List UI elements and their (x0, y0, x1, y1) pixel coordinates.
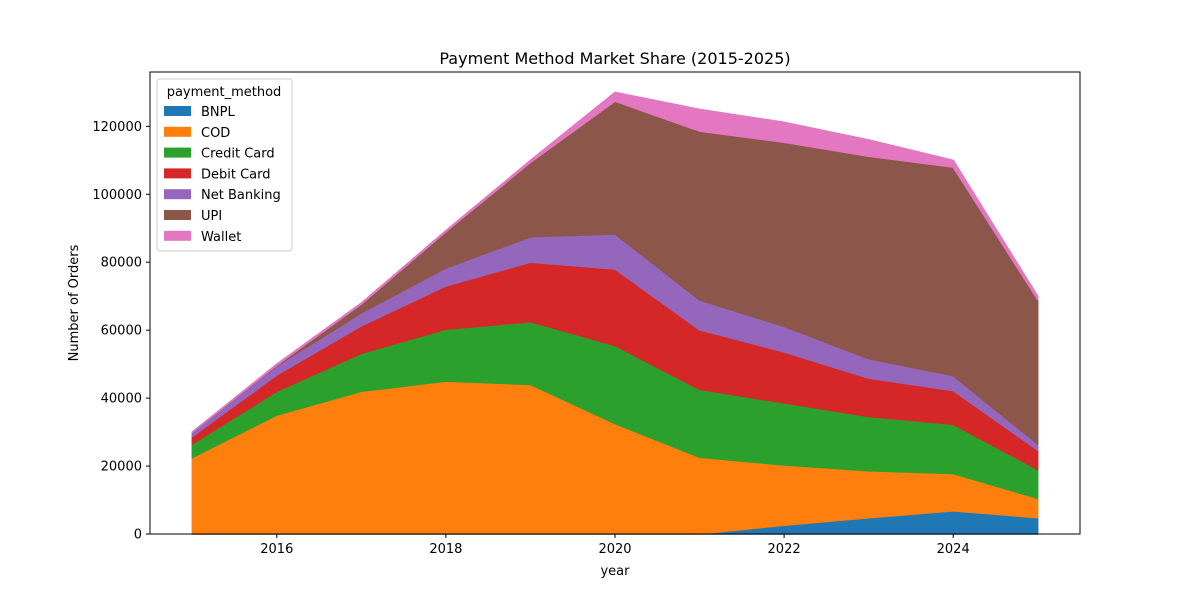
legend-items: BNPL COD Credit Card Debit Card Net Banking U… (164, 105, 281, 245)
legend-swatch-wallet (164, 230, 191, 241)
legend-swatch-credit-card (164, 147, 191, 158)
x-tick-label: 2022 (768, 542, 801, 557)
legend-swatch-net-banking (164, 189, 191, 200)
legend-swatch-cod (164, 126, 191, 137)
legend-label-cod: COD (201, 126, 230, 141)
legend-title: payment_method (167, 85, 282, 100)
x-tick-label: 2024 (937, 542, 970, 557)
y-axis: 0 20000 40000 60000 80000 100000 120000 (92, 120, 150, 543)
y-tick-label: 60000 (101, 324, 142, 339)
x-tick-label: 2016 (260, 542, 293, 557)
legend-label-wallet: Wallet (201, 230, 241, 245)
area-wallet (191, 91, 1039, 433)
y-tick-label: 20000 (101, 460, 142, 475)
chart-title: Payment Method Market Share (2015-2025) (439, 49, 790, 68)
x-axis-label: year (600, 564, 630, 579)
area-layers (191, 91, 1039, 535)
x-tick-label: 2018 (429, 542, 462, 557)
y-tick-label: 40000 (101, 392, 142, 407)
y-axis-label: Number of Orders (67, 244, 82, 361)
legend-label-upi: UPI (201, 209, 222, 224)
y-tick-label: 0 (134, 528, 142, 543)
y-tick-label: 80000 (101, 256, 142, 271)
legend-label-credit-card: Credit Card (201, 147, 275, 162)
y-tick-label: 120000 (92, 120, 142, 135)
legend-swatch-bnpl (164, 106, 191, 116)
y-tick-label: 100000 (92, 188, 142, 203)
legend: payment_method BNPL COD Credit Card Debit C… (156, 78, 293, 252)
x-tick-label: 2020 (598, 542, 631, 557)
legend-box (156, 78, 293, 252)
legend-swatch-upi (164, 210, 191, 220)
legend-label-bnpl: BNPL (201, 105, 235, 120)
legend-swatch-debit-card (164, 168, 191, 179)
legend-label-net-banking: Net Banking (201, 188, 281, 203)
legend-label-debit-card: Debit Card (201, 167, 271, 182)
x-axis: 2016 2018 2020 2022 2024 (260, 534, 970, 557)
